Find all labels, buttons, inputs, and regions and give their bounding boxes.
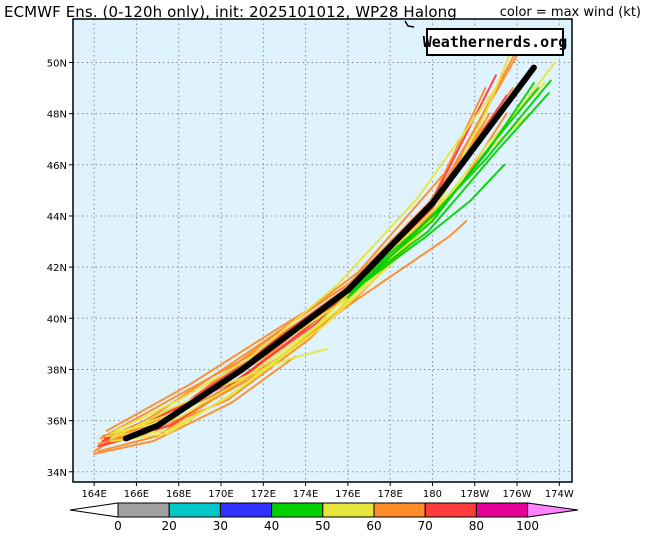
ensemble-track bbox=[101, 74, 497, 443]
ensemble-track bbox=[346, 92, 550, 294]
colorbar-segment bbox=[271, 502, 324, 518]
lon-label: 166E bbox=[124, 489, 149, 500]
colorbar-segment bbox=[475, 502, 529, 518]
colorbar-segment bbox=[168, 502, 221, 518]
lon-label: 178W bbox=[460, 489, 489, 500]
lat-label: 36N bbox=[47, 417, 67, 428]
lon-label: 176W bbox=[503, 489, 532, 500]
colorbar-tick-label: 0 bbox=[114, 519, 122, 533]
coastline-fragment bbox=[404, 20, 415, 28]
lat-label: 38N bbox=[47, 365, 67, 376]
ensemble-track bbox=[355, 82, 535, 284]
wind-colorbar: 0 20 30 40 50 60 70 80 100 bbox=[69, 502, 579, 533]
color-legend-note: color = max wind (kt) bbox=[499, 5, 641, 20]
colorbar-tick-label: 60 bbox=[366, 519, 381, 533]
mean-track-line bbox=[122, 64, 537, 442]
colorbar-segment bbox=[219, 502, 273, 518]
plot-frame bbox=[72, 18, 573, 483]
lat-label: 42N bbox=[47, 263, 67, 274]
lat-label: 46N bbox=[47, 161, 67, 172]
ensemble-track bbox=[110, 348, 328, 440]
ensemble-track bbox=[93, 355, 296, 455]
colorbar-segment bbox=[117, 502, 170, 518]
ensemble-track bbox=[101, 112, 491, 437]
lon-label: 164E bbox=[81, 489, 106, 500]
lon-label: 180 bbox=[423, 489, 442, 500]
lat-label: 44N bbox=[47, 212, 67, 223]
colorbar-segment bbox=[373, 502, 426, 518]
colorbar-tick-label: 80 bbox=[469, 519, 484, 533]
lat-label: 34N bbox=[47, 468, 67, 479]
lon-label: 170E bbox=[208, 489, 233, 500]
latitude-labels: 34N 36N 38N 40N 42N 44N 46N 48N 50N bbox=[47, 58, 73, 479]
colorbar-segment bbox=[322, 502, 375, 518]
chart-title: ECMWF Ens. (0-120h only), init: 20251010… bbox=[4, 3, 457, 21]
lon-label: 168E bbox=[166, 489, 191, 500]
longitude-labels: 164E 166E 168E 170E 172E 174E 176E 178E 180 178W 1… bbox=[81, 482, 574, 500]
lat-label: 40N bbox=[47, 314, 67, 325]
colorbar-segment bbox=[424, 502, 477, 518]
ensemble-track bbox=[105, 82, 546, 437]
colorbar-tick-label: 50 bbox=[315, 519, 330, 533]
colorbar-tick-label: 40 bbox=[264, 519, 279, 533]
lon-label: 174W bbox=[545, 489, 574, 500]
colorbar-tick-label: 100 bbox=[516, 519, 539, 533]
lon-label: 174E bbox=[293, 489, 318, 500]
ocean-background bbox=[73, 19, 572, 482]
ensemble-track bbox=[349, 163, 506, 294]
lon-label: 176E bbox=[335, 489, 360, 500]
colorbar-tick-label: 70 bbox=[418, 519, 433, 533]
lon-label: 178E bbox=[377, 489, 402, 500]
lat-label: 50N bbox=[47, 58, 67, 69]
ensemble-tracks bbox=[93, 35, 557, 455]
watermark-logo: Weathernerds.org bbox=[423, 28, 567, 56]
lon-label: 172E bbox=[251, 489, 276, 500]
colorbar-right-arrow bbox=[527, 502, 579, 518]
lat-label: 48N bbox=[47, 110, 67, 121]
colorbar-tick-label: 30 bbox=[213, 519, 228, 533]
colorbar-left-arrow bbox=[69, 502, 119, 518]
ensemble-mean-track bbox=[122, 64, 537, 442]
lat-lon-grid bbox=[73, 19, 572, 482]
colorbar-tick-label: 20 bbox=[162, 519, 177, 533]
ensemble-track bbox=[114, 87, 497, 432]
